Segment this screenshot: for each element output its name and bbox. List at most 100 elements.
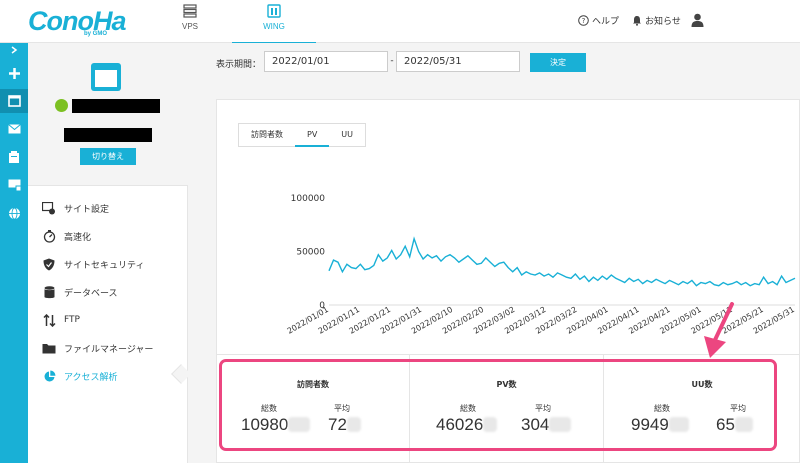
conoha-logo[interactable]: ConoHa by GMO bbox=[28, 6, 126, 37]
stat-avg-number: 304 bbox=[521, 415, 550, 434]
y-tick-label: 50000 bbox=[296, 248, 325, 258]
sidebar-item-file-manager[interactable]: ファイルマネージャー bbox=[28, 334, 188, 362]
main-content: 表示期間： 2022/01/01 - 2022/05/31 決定 訪問者数 PV… bbox=[188, 43, 800, 463]
switch-button[interactable]: 切り替え bbox=[80, 148, 136, 165]
series-line-pv bbox=[328, 236, 796, 287]
user-icon[interactable] bbox=[691, 13, 704, 27]
stats-row: 訪問者数 総数 平均 10980 72 PV数 総数 平均 46026 304 … bbox=[217, 354, 800, 463]
end-date-input[interactable]: 2022/05/31 bbox=[396, 51, 520, 72]
database-icon bbox=[9, 150, 19, 163]
add-button[interactable] bbox=[0, 61, 28, 85]
question-icon: ? bbox=[578, 15, 589, 26]
sidebar-item-ftp[interactable]: FTP bbox=[28, 306, 188, 334]
globe-icon bbox=[8, 207, 20, 219]
stat-avg-number: 65 bbox=[716, 415, 735, 434]
sidebar-item-label: 高速化 bbox=[64, 232, 92, 243]
stat-avg-value: 72 bbox=[328, 415, 361, 435]
stat-total-number: 10980 bbox=[241, 415, 289, 434]
stat-total-label: 総数 bbox=[654, 404, 670, 413]
expand-button[interactable] bbox=[0, 43, 28, 57]
mail-icon bbox=[7, 124, 21, 134]
sidebar: 切り替え サイト設定 高速化 サイトセキュリティ データベース FTP ファイル… bbox=[28, 43, 188, 463]
stat-avg-value: 304 bbox=[521, 415, 572, 435]
metric-tabs: 訪問者数 PV UU bbox=[238, 123, 367, 147]
stat-avg-value: 65 bbox=[716, 415, 753, 435]
sidebar-item-label: サイト設定 bbox=[64, 204, 110, 215]
y-tick-label: 100000 bbox=[291, 194, 326, 204]
sidebar-item-label: データベース bbox=[64, 288, 118, 299]
ftp-arrows-icon bbox=[42, 313, 56, 327]
chart-svg: 1000005000002022/01/012022/01/112022/01/… bbox=[286, 194, 796, 336]
redacted-server-id bbox=[64, 128, 152, 142]
blurred-digits bbox=[288, 417, 311, 432]
pv-line-chart: 100000 50000 0 2022/01/01 2022/01/11 2022/01/… bbox=[257, 180, 797, 350]
sidebar-item-security[interactable]: サイトセキュリティ bbox=[28, 250, 188, 278]
dns-button[interactable] bbox=[0, 173, 28, 197]
stat-title: PV数 bbox=[496, 380, 517, 389]
svg-text:?: ? bbox=[582, 17, 586, 25]
redacted-server-name bbox=[72, 99, 160, 113]
stat-avg-label: 平均 bbox=[535, 404, 551, 413]
blurred-digits bbox=[483, 417, 498, 432]
stat-total-number: 9949 bbox=[631, 415, 669, 434]
tab-vps-label: VPS bbox=[181, 22, 198, 31]
stat-total-label: 総数 bbox=[460, 404, 476, 413]
tab-wing-label: WING bbox=[263, 22, 285, 31]
help-label: ヘルプ bbox=[592, 17, 620, 27]
shield-icon bbox=[42, 257, 56, 271]
start-date-input[interactable]: 2022/01/01 bbox=[264, 51, 388, 72]
top-header: ConoHa by GMO VPS WING ? ヘルプ お知らせ bbox=[0, 0, 800, 44]
tab-vps[interactable]: VPS bbox=[150, 4, 230, 43]
speed-icon bbox=[42, 229, 56, 243]
date-separator: - bbox=[390, 56, 394, 66]
plus-icon bbox=[8, 67, 20, 79]
database-icon bbox=[42, 285, 56, 299]
y-tick-label: 0 bbox=[319, 301, 325, 311]
mail-button[interactable] bbox=[0, 117, 28, 141]
sidebar-item-access-analysis[interactable]: アクセス解析 bbox=[28, 362, 188, 390]
bell-icon bbox=[633, 16, 641, 26]
db-button[interactable] bbox=[0, 145, 28, 169]
stat-visitors: 訪問者数 総数 平均 10980 72 bbox=[217, 355, 410, 463]
icon-bar bbox=[0, 43, 28, 463]
power-icon bbox=[55, 99, 68, 112]
stat-uu: UU数 総数 平均 9949 65 bbox=[604, 355, 800, 463]
sidebar-item-label: アクセス解析 bbox=[64, 372, 118, 383]
wing-icon bbox=[267, 4, 281, 18]
window-icon bbox=[7, 95, 21, 107]
stat-total-value: 9949 bbox=[631, 415, 689, 435]
submit-button[interactable]: 決定 bbox=[530, 53, 586, 72]
server-card: 切り替え bbox=[28, 43, 188, 186]
chevron-right-icon bbox=[11, 46, 18, 54]
server-button[interactable] bbox=[0, 89, 28, 113]
dns-icon bbox=[8, 179, 21, 191]
stat-total-value: 46026 bbox=[436, 415, 498, 435]
notice-link[interactable]: お知らせ bbox=[632, 14, 681, 27]
server-stack-icon bbox=[183, 4, 197, 18]
notice-label: お知らせ bbox=[645, 17, 681, 27]
tab-visitors[interactable]: 訪問者数 bbox=[251, 130, 283, 139]
stat-total-value: 10980 bbox=[241, 415, 311, 435]
stat-title: UU数 bbox=[691, 380, 713, 389]
stat-pv: PV数 総数 平均 46026 304 bbox=[410, 355, 604, 463]
blurred-digits bbox=[734, 417, 753, 432]
analytics-panel: 訪問者数 PV UU 100000 50000 0 2022/01/01 2022/01… bbox=[216, 99, 800, 463]
globe-button[interactable] bbox=[0, 201, 28, 225]
stat-total-number: 46026 bbox=[436, 415, 484, 434]
blurred-digits bbox=[346, 417, 361, 432]
sidebar-item-label: FTP bbox=[64, 315, 80, 325]
site-settings-icon bbox=[42, 201, 56, 215]
stat-total-label: 総数 bbox=[261, 404, 277, 413]
tab-uu[interactable]: UU bbox=[341, 130, 354, 139]
tab-pv[interactable]: PV bbox=[295, 124, 330, 147]
help-link[interactable]: ? ヘルプ bbox=[578, 14, 619, 27]
stat-title: 訪問者数 bbox=[297, 380, 329, 389]
stat-avg-label: 平均 bbox=[730, 404, 746, 413]
stat-avg-label: 平均 bbox=[334, 404, 350, 413]
sidebar-item-speed[interactable]: 高速化 bbox=[28, 222, 188, 250]
logo-text: ConoHa bbox=[28, 6, 126, 36]
sidebar-item-site-settings[interactable]: サイト設定 bbox=[28, 194, 188, 222]
server-window-icon bbox=[91, 63, 121, 91]
sidebar-item-database[interactable]: データベース bbox=[28, 278, 188, 306]
tab-wing[interactable]: WING bbox=[232, 4, 316, 44]
